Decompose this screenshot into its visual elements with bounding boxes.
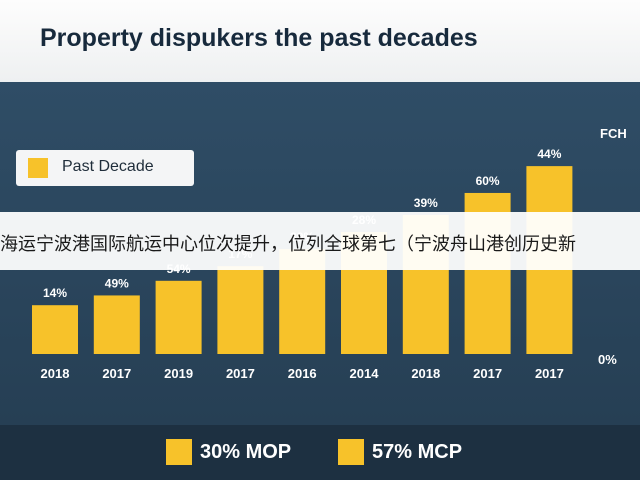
x-tick-label: 2017 [473,366,502,381]
bottom-legend-swatch [166,439,192,465]
bottom-legend-swatch [338,439,364,465]
legend-label: Past Decade [62,158,154,175]
bottom-legend: 30% MOP 57% MCP [0,425,640,480]
legend-swatch [28,158,48,178]
bottom-legend-label: 30% MOP [200,441,292,463]
bar [93,295,140,354]
bar [155,280,202,354]
bar-value-label: 49% [105,276,129,290]
bottom-legend-label: 57% MCP [372,441,463,463]
bar [217,266,264,354]
caption-overlay: 海运宁波港国际航运中心位次提升，位列全球第七（宁波舟山港创历史新 [0,212,640,270]
x-tick-label: 2018 [41,366,70,381]
caption-overlay-text: 海运宁波港国际航运中心位次提升，位列全球第七（宁波舟山港创历史新 [0,234,576,255]
x-tick-label: 2017 [535,366,564,381]
title-bar: Property dispukers the past decades [0,0,640,82]
y-axis-bottom-label: 0% [598,352,617,367]
legend: Past Decade [16,150,194,186]
bar-value-label: 60% [476,174,500,188]
x-tick-label: 2019 [164,366,193,381]
x-tick-label: 2017 [102,366,131,381]
bar-value-label: 39% [414,196,438,210]
x-tick-label: 2016 [288,366,317,381]
chart-title: Property dispukers the past decades [40,24,478,52]
bar-value-label: 14% [43,286,67,300]
x-tick-label: 2018 [411,366,440,381]
bar-value-label: 44% [537,147,561,161]
bar [32,305,78,354]
x-tick-label: 2017 [226,366,255,381]
x-tick-label: 2014 [350,366,380,381]
y-axis-top-label: FCH [600,126,627,141]
